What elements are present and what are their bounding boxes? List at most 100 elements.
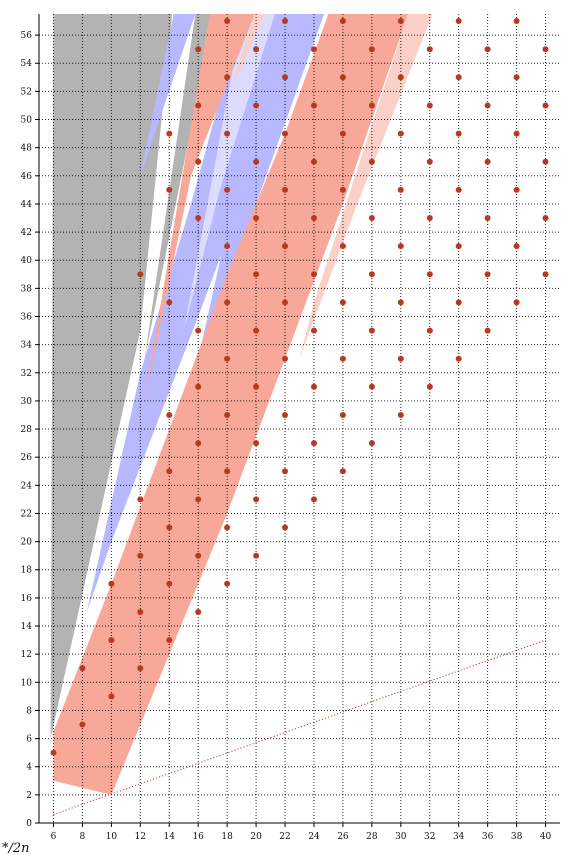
data-point [79, 721, 86, 728]
data-point [455, 74, 462, 81]
data-point [224, 468, 231, 475]
data-point [282, 468, 288, 475]
x-tick-labels: 6 8 10 12 14 16 18 20 22 24 26 28 30 32 34 36 38 40 [51, 832, 552, 842]
data-point [426, 271, 433, 278]
y-tick-label: 18 [21, 566, 33, 576]
y-tick-label: 10 [21, 678, 33, 688]
data-point [368, 102, 375, 109]
x-tick-label: 14 [164, 832, 176, 842]
data-point [166, 186, 173, 193]
data-point [224, 299, 231, 306]
data-point [282, 299, 288, 306]
light-red-wedge-upper [230, 14, 265, 92]
data-point [166, 580, 173, 587]
data-point [513, 243, 520, 250]
data-point [224, 18, 231, 24]
x-tick-label: 34 [453, 832, 465, 842]
data-point [166, 468, 173, 475]
x-tick-label: 16 [192, 832, 204, 842]
x-tick-label: 22 [279, 832, 290, 842]
x-tick-label: 26 [337, 832, 349, 842]
data-point [224, 524, 231, 531]
data-point [455, 243, 462, 250]
data-point [195, 46, 202, 53]
y-tick-label: 30 [21, 397, 33, 407]
data-point [282, 130, 288, 137]
y-tick-label: 14 [21, 622, 33, 632]
data-point [282, 524, 288, 531]
red-band-lower [53, 14, 408, 795]
data-point [311, 440, 317, 447]
data-point [513, 186, 520, 193]
data-point [253, 327, 260, 334]
data-point [282, 74, 288, 81]
data-point [224, 243, 231, 250]
data-point [368, 158, 375, 165]
data-point [311, 327, 317, 334]
data-point [253, 215, 260, 221]
data-point [166, 130, 173, 137]
data-point [397, 299, 404, 306]
data-point [195, 102, 202, 109]
blue-wedge-upper [140, 14, 196, 176]
data-point [513, 130, 520, 137]
data-point [484, 102, 491, 109]
y-tick-label: 44 [21, 200, 33, 210]
y-tick-label: 2 [26, 791, 32, 801]
data-point [339, 186, 346, 193]
data-point [282, 18, 288, 24]
x-tick-label: 24 [308, 832, 320, 842]
data-point [311, 46, 317, 53]
data-point [311, 271, 317, 278]
data-point [224, 186, 231, 193]
data-point [368, 327, 375, 334]
data-point [166, 524, 173, 531]
data-point [195, 440, 202, 447]
data-point [282, 355, 288, 362]
data-point [224, 412, 231, 418]
data-point [484, 327, 491, 334]
data-point [339, 299, 346, 306]
data-point [368, 215, 375, 221]
y-tick-label: 48 [21, 144, 33, 154]
x-tick-label: 36 [482, 832, 494, 842]
x-tick-label: 12 [135, 832, 146, 842]
data-point [195, 552, 202, 559]
data-point [224, 355, 231, 362]
data-point [137, 271, 144, 278]
data-point [426, 158, 433, 165]
y-tick-label: 28 [21, 425, 33, 435]
x-tick-label: 18 [221, 832, 233, 842]
data-point [484, 46, 491, 53]
data-point [513, 18, 520, 24]
data-point [455, 18, 462, 24]
data-point [426, 102, 433, 109]
y-tick-label: 8 [26, 706, 32, 716]
data-point [108, 637, 115, 644]
data-point [166, 637, 173, 644]
data-point [368, 46, 375, 53]
data-point [224, 130, 231, 137]
y-tick-label: 0 [26, 819, 32, 829]
y-tick-label: 38 [21, 284, 33, 294]
data-point [397, 130, 404, 137]
data-point [311, 158, 317, 165]
data-point [542, 102, 549, 109]
data-point [484, 271, 491, 278]
y-tick-label: 34 [21, 341, 33, 351]
y-tick-label: 42 [21, 228, 32, 238]
data-point [166, 412, 173, 418]
data-point [484, 215, 491, 221]
y-tick-label: 50 [21, 116, 33, 126]
data-point [253, 271, 260, 278]
x-tick-label: 8 [80, 832, 86, 842]
data-point [397, 355, 404, 362]
data-point [137, 609, 144, 615]
data-points [50, 18, 549, 756]
data-point [339, 18, 346, 24]
data-point [195, 327, 202, 334]
y-tick-label: 52 [21, 87, 32, 97]
data-point [137, 552, 144, 559]
red-wedge-upper [143, 14, 255, 408]
data-point [542, 158, 549, 165]
